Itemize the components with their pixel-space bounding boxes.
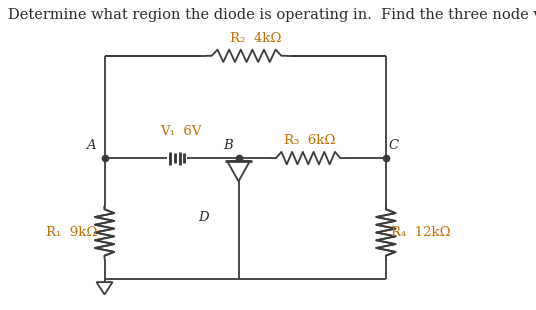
Text: D: D <box>198 211 209 224</box>
Text: R₂  4kΩ: R₂ 4kΩ <box>230 32 282 45</box>
Text: A: A <box>86 139 95 152</box>
Text: B: B <box>224 139 233 152</box>
Text: Determine what region the diode is operating in.  Find the three node voltages.: Determine what region the diode is opera… <box>8 8 536 22</box>
Text: R₁  9kΩ: R₁ 9kΩ <box>46 226 97 239</box>
Text: R₃  6kΩ: R₃ 6kΩ <box>284 134 336 147</box>
Text: V₁  6V: V₁ 6V <box>160 125 201 138</box>
Text: C: C <box>389 139 399 152</box>
Text: R₄  12kΩ: R₄ 12kΩ <box>391 226 451 239</box>
